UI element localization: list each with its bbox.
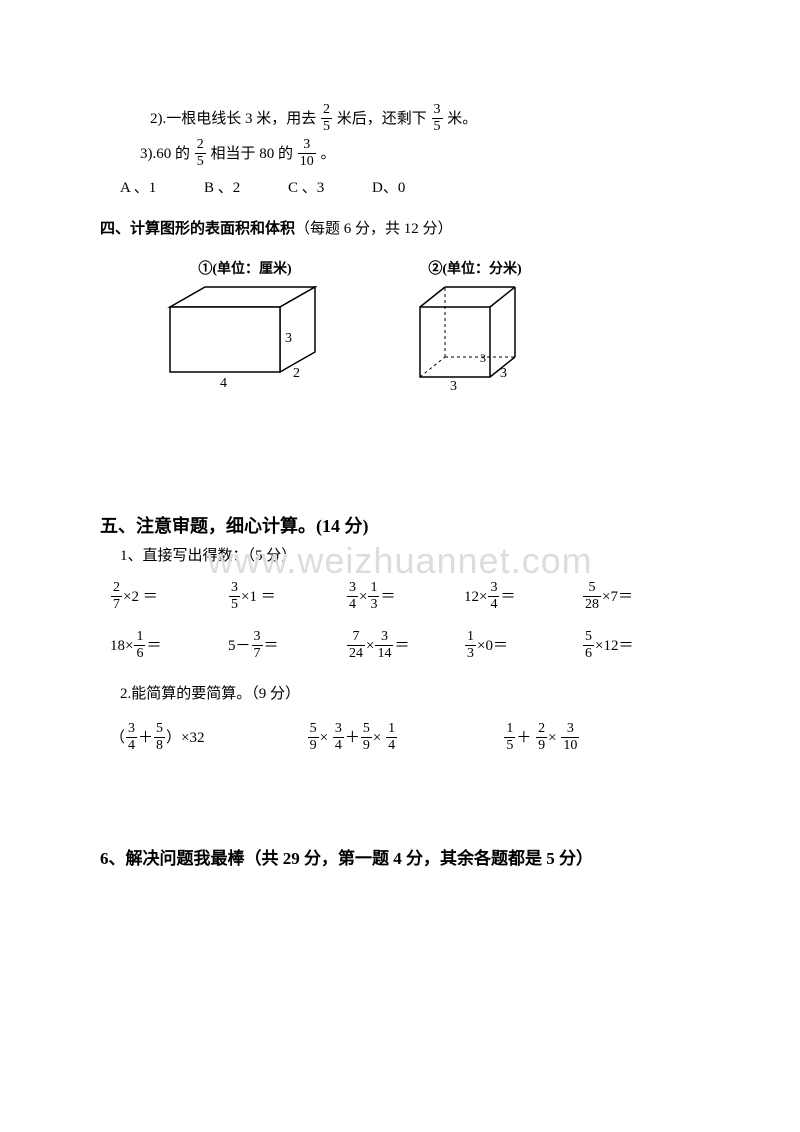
section-6-title: 6、解决问题我最棒（共 29 分，第一题 4 分，其余各题都是 5 分） [100, 844, 700, 869]
fraction: 314 [375, 630, 393, 661]
fraction: 724 [347, 630, 365, 661]
q2-suffix: 米。 [447, 111, 477, 127]
calc-row-1: 27×2 ＝35×1 ＝34×13＝12×34＝528×7＝ [100, 582, 700, 613]
q3-mid: 相当于 80 的 [211, 146, 294, 162]
q2-frac1: 25 [321, 103, 332, 134]
calc-item: 27×2 ＝ [110, 582, 228, 613]
calc-row-2: 18×16＝5－37＝724×314＝13×0＝56×12＝ [100, 631, 700, 662]
section-4-title: 四、计算图形的表面积和体积（每题 6 分，共 12 分） [100, 217, 700, 238]
fraction: 310 [561, 722, 579, 753]
fraction: 15 [504, 722, 515, 753]
fraction: 56 [583, 630, 594, 661]
fraction: 14 [386, 722, 397, 753]
figure-1-label: ①(单位：厘米) [160, 258, 330, 278]
calc-item: 15＋ 29× 310 [503, 723, 700, 754]
calc-item: 724×314＝ [346, 631, 464, 662]
fraction: 58 [154, 722, 165, 753]
calc-item: 12×34＝ [464, 582, 582, 613]
question-2: 2).一根电线长 3 米，用去 25 米后，还剩下 35 米。 [100, 104, 700, 135]
q3-suffix: 。 [321, 146, 336, 162]
fraction: 59 [361, 722, 372, 753]
calc-item: 34×13＝ [346, 582, 464, 613]
fraction: 29 [536, 722, 547, 753]
fraction: 16 [134, 630, 145, 661]
fig2-d: 3 [500, 366, 507, 381]
calc-item: 56×12＝ [582, 631, 700, 662]
fig1-w: 4 [220, 376, 227, 391]
calc-item: 59× 34＋59× 14 [307, 723, 504, 754]
fig2-h: 3 [480, 351, 486, 365]
choice-b: B 、2 [204, 180, 240, 196]
fig1-h: 3 [285, 331, 292, 346]
calc-item: 528×7＝ [582, 582, 700, 613]
worksheet-page: 2).一根电线长 3 米，用去 25 米后，还剩下 35 米。 3).60 的 … [0, 0, 800, 909]
calc-item: 13×0＝ [464, 631, 582, 662]
fraction: 528 [583, 581, 601, 612]
figure-1: ①(单位：厘米) 3 4 2 [160, 258, 330, 392]
fraction: 37 [252, 630, 263, 661]
figure-2: ②(单位：分米) 3 3 3 [410, 258, 540, 392]
fig2-w: 3 [450, 379, 457, 392]
section-5-title: 五、注意审题，细心计算。(14 分) [100, 512, 700, 538]
calc-item: 18×16＝ [110, 631, 228, 662]
cube-diagram: 3 3 3 [410, 282, 540, 392]
fig1-d: 2 [293, 366, 300, 381]
fraction: 13 [368, 581, 379, 612]
q3-prefix: 3).60 的 [140, 146, 190, 162]
fraction: 34 [126, 722, 137, 753]
choice-d: D、0 [372, 180, 405, 196]
fraction: 34 [488, 581, 499, 612]
q2-mid: 米后，还剩下 [337, 111, 427, 127]
fraction: 34 [347, 581, 358, 612]
answer-choices: A 、1 B 、2 C 、3 D、0 [100, 174, 700, 203]
cuboid-diagram: 3 4 2 [160, 282, 330, 392]
fraction: 59 [308, 722, 319, 753]
choice-c: C 、3 [288, 180, 324, 196]
figures-row: ①(单位：厘米) 3 4 2 ②(单位：分米) [100, 258, 700, 392]
choice-a: A 、1 [120, 180, 156, 196]
calc-item: （34＋58）×32 [110, 723, 307, 754]
q2-prefix: 2).一根电线长 3 米，用去 [150, 111, 316, 127]
q3-frac1: 25 [195, 138, 206, 169]
section-5-sub2: 2.能简算的要简算。（9 分） [100, 680, 700, 709]
calc-row-3: （34＋58）×3259× 34＋59× 1415＋ 29× 310 [100, 723, 700, 754]
calc-item: 35×1 ＝ [228, 582, 346, 613]
question-3: 3).60 的 25 相当于 80 的 310 。 [100, 139, 700, 170]
figure-2-label: ②(单位：分米) [410, 258, 540, 278]
fraction: 13 [465, 630, 476, 661]
fraction: 35 [229, 581, 240, 612]
q3-frac2: 310 [298, 138, 316, 169]
fraction: 34 [333, 722, 344, 753]
fraction: 27 [111, 581, 122, 612]
q2-frac2: 35 [432, 103, 443, 134]
section-5-sub1: 1、直接写出得数：（5 分） [100, 542, 700, 571]
calc-item: 5－37＝ [228, 631, 346, 662]
